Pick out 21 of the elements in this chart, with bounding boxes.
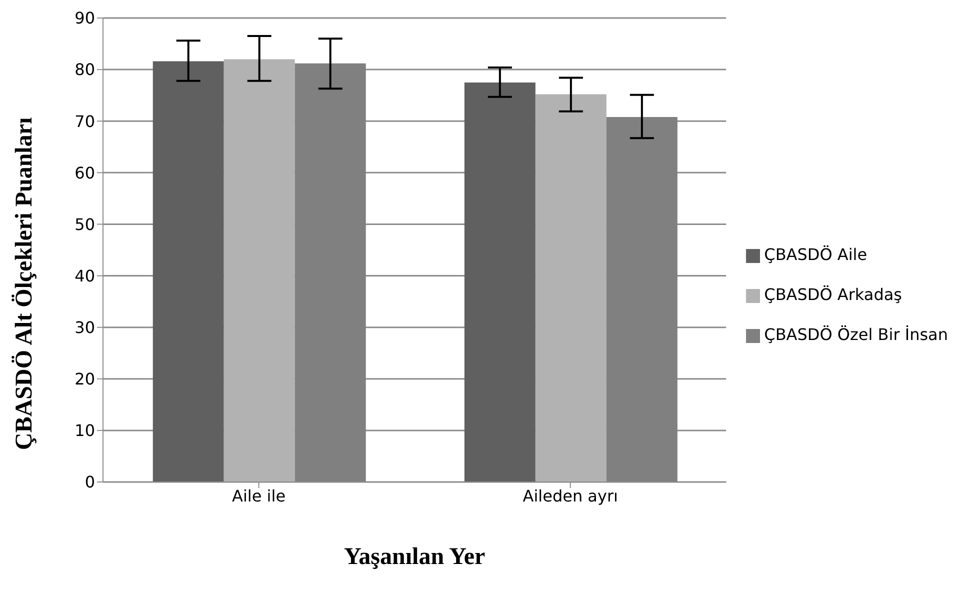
y-tick-label: 80 [74,60,95,80]
x-tick-label: Aileden ayrı [522,486,618,506]
y-tick-label: 90 [74,8,95,28]
y-tick-label: 30 [74,318,95,338]
bar [224,59,295,482]
y-tick-label: 60 [74,163,95,182]
x-axis-title: Yaşanılan Yer [344,544,486,570]
legend-label: ÇBASDÖ Arkadaş [764,285,902,304]
bar [535,94,606,482]
y-tick-label: 20 [74,370,95,389]
bar [152,61,224,482]
legend-label: ÇBASDÖ Aile [764,245,868,264]
y-axis-title: ÇBASDÖ Alt Ölçekleri Puanları [12,117,38,450]
y-tick-label: 40 [74,266,95,286]
y-tick-label: 0 [84,472,95,492]
y-tick-label: 70 [74,112,95,131]
x-tick-label: Aile ile [232,486,286,506]
y-tick-label: 50 [74,214,95,234]
y-tick-label: 10 [74,421,95,440]
bar [464,82,536,482]
legend-label: ÇBASDÖ Özel Bir İnsan [764,325,948,344]
